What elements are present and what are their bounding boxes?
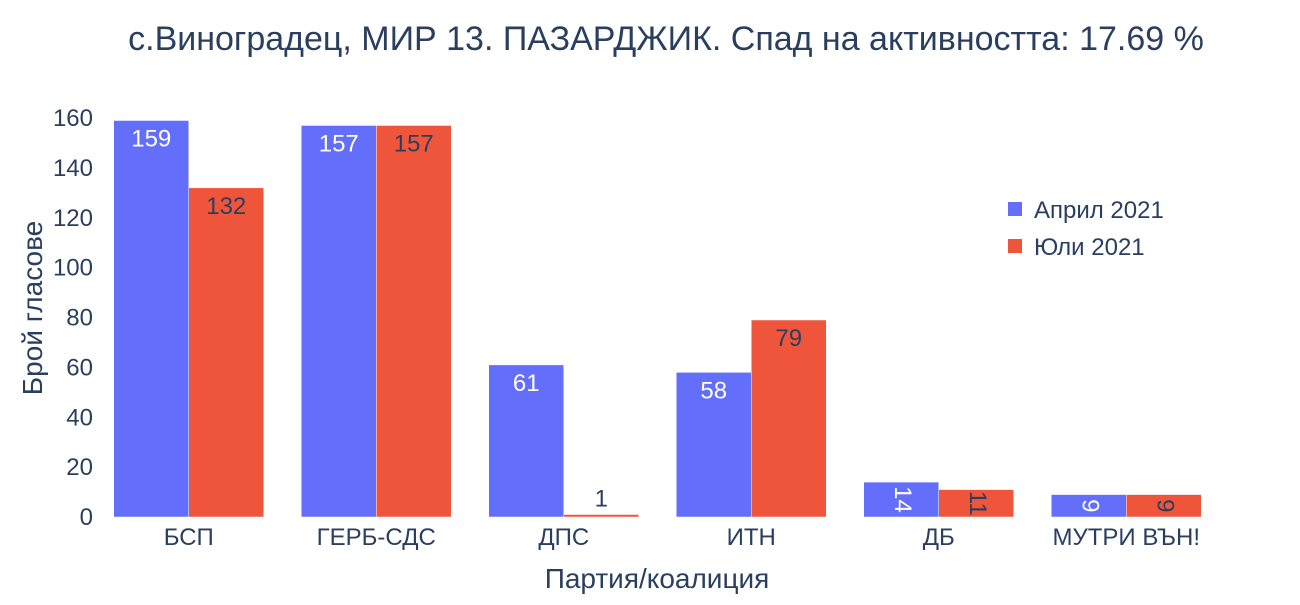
bar <box>113 120 189 518</box>
bars-group <box>113 120 1202 518</box>
y-tick-label: 80 <box>66 305 93 332</box>
bar-value-label: 58 <box>700 377 727 404</box>
x-axis: БСП ГЕРБ-СДС ДПС ИТН ДБ МУТРИ ВЪН! <box>164 524 1200 551</box>
y-tick-label: 100 <box>53 255 93 282</box>
bar <box>488 364 564 518</box>
y-tick-label: 40 <box>66 404 93 431</box>
x-tick-label: ИТН <box>727 524 776 551</box>
x-tick-label: ГЕРБ-СДС <box>317 524 436 551</box>
x-tick-label: БСП <box>164 524 214 551</box>
x-tick-label: ДПС <box>538 524 589 551</box>
legend: Април 2021 Юли 2021 <box>1008 197 1164 261</box>
bar-value-label: 1 <box>595 486 608 513</box>
bar <box>676 372 752 518</box>
x-tick-label: ДБ <box>923 524 955 551</box>
bar <box>863 481 939 518</box>
x-axis-title: Партия/коалиция <box>545 563 770 594</box>
bar-value-label: 11 <box>964 491 991 516</box>
bar-value-label: 159 <box>131 125 171 152</box>
y-tick-label: 20 <box>66 454 93 481</box>
y-tick-label: 0 <box>80 504 93 531</box>
bar <box>938 489 1014 518</box>
y-tick-label: 120 <box>53 205 93 232</box>
y-tick-label: 160 <box>53 105 93 132</box>
bar <box>376 125 452 518</box>
bar-value-label: 157 <box>319 130 359 157</box>
legend-swatch <box>1008 239 1022 253</box>
chart-title: с.Виноградец, МИР 13. ПАЗАРДЖИК. Спад на… <box>128 20 1204 58</box>
bar-labels-group: 159 132 157 157 61 1 58 79 14 11 9 9 <box>131 125 1178 515</box>
bar-value-label: 9 <box>1076 499 1103 512</box>
bar-value-label: 79 <box>775 325 802 352</box>
bar <box>188 187 264 518</box>
legend-swatch <box>1008 202 1022 216</box>
bar-value-label: 9 <box>1151 499 1178 512</box>
legend-label: Юли 2021 <box>1034 234 1145 261</box>
y-tick-label: 140 <box>53 155 93 182</box>
legend-label: Април 2021 <box>1034 197 1164 224</box>
bar <box>301 125 377 518</box>
bar-value-label: 61 <box>513 370 540 397</box>
x-tick-label: МУТРИ ВЪН! <box>1053 524 1200 551</box>
bar-value-label: 14 <box>889 486 916 513</box>
y-axis: 0 20 40 60 80 100 120 140 160 <box>53 105 93 531</box>
bar <box>1126 494 1202 518</box>
bar-value-label: 132 <box>206 193 246 220</box>
y-axis-title: Брой гласове <box>17 221 48 395</box>
bar <box>751 319 827 518</box>
bar-value-label: 157 <box>394 130 434 157</box>
bar <box>563 514 639 518</box>
y-tick-label: 60 <box>66 354 93 381</box>
